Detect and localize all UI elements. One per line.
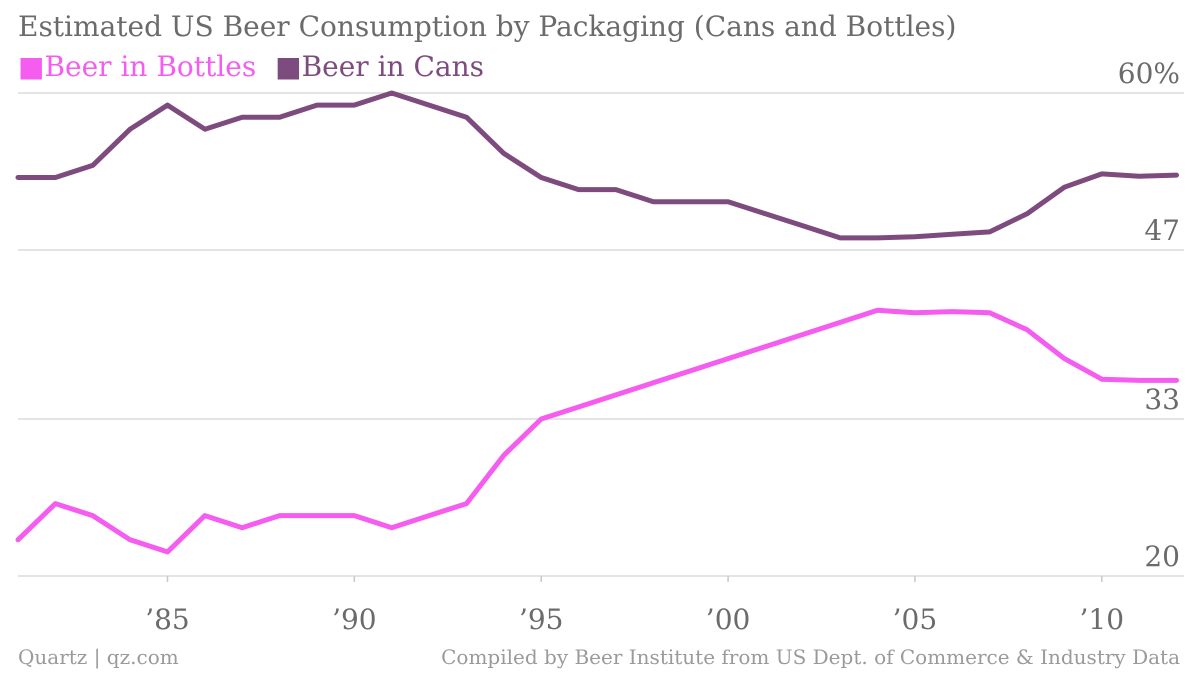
data-point — [613, 392, 618, 397]
data-point — [165, 103, 170, 108]
x-tick-label: ’10 — [1079, 603, 1125, 636]
data-point — [539, 175, 544, 180]
data-point — [539, 417, 544, 422]
x-tick-label: ’90 — [332, 603, 377, 636]
footer-source-right: Compiled by Beer Institute from US Dept.… — [441, 645, 1180, 669]
series-line-bottles — [15, 307, 1179, 555]
data-point — [726, 199, 731, 204]
data-point — [838, 235, 843, 240]
data-point — [165, 549, 170, 554]
data-point — [763, 344, 768, 349]
data-point — [651, 380, 656, 385]
y-tick-label: 33 — [1144, 383, 1180, 417]
data-point — [464, 501, 469, 506]
data-point — [389, 525, 394, 530]
data-point — [987, 310, 992, 315]
data-point — [950, 309, 955, 314]
legend-label-cans: Beer in Cans — [301, 50, 484, 83]
data-point — [202, 513, 207, 518]
data-point — [800, 223, 805, 228]
data-point — [501, 151, 506, 156]
y-tick-label: 47 — [1144, 213, 1180, 247]
data-point — [1174, 173, 1179, 178]
data-point — [688, 368, 693, 373]
data-point — [688, 199, 693, 204]
data-point — [726, 356, 731, 361]
data-point — [912, 234, 917, 239]
data-point — [1062, 185, 1067, 190]
data-point — [240, 115, 245, 120]
data-point — [53, 175, 58, 180]
data-point — [1137, 174, 1142, 179]
data-point — [389, 91, 394, 96]
data-point — [314, 513, 319, 518]
data-point — [875, 235, 880, 240]
data-point — [950, 232, 955, 237]
x-tick-label: ’00 — [705, 603, 751, 636]
series-line-cans — [15, 90, 1179, 241]
legend-swatch-cans: ■ — [275, 50, 302, 83]
data-point — [277, 115, 282, 120]
data-point — [314, 103, 319, 108]
data-point — [1025, 211, 1030, 216]
chart-legend: ■Beer in Bottles ■Beer in Cans — [18, 50, 494, 83]
x-tick-label: ’95 — [518, 603, 564, 636]
legend-item-cans: ■Beer in Cans — [275, 50, 484, 83]
data-point — [1099, 377, 1104, 382]
legend-swatch-bottles: ■ — [18, 50, 45, 83]
x-tick-label: ’05 — [892, 603, 938, 636]
data-point — [202, 127, 207, 132]
data-point — [800, 332, 805, 337]
data-point — [90, 513, 95, 518]
data-point — [875, 308, 880, 313]
legend-item-bottles: ■Beer in Bottles — [18, 50, 265, 83]
x-tick-label: ’85 — [145, 603, 190, 636]
data-point — [838, 320, 843, 325]
data-point — [912, 310, 917, 315]
data-point — [1025, 327, 1030, 332]
data-point — [1062, 356, 1067, 361]
y-tick-label: 20 — [1144, 540, 1180, 573]
footer-source-left: Quartz | qz.com — [18, 645, 179, 669]
data-point — [613, 187, 618, 192]
data-point — [464, 115, 469, 120]
y-tick-label: 60% — [1117, 57, 1180, 90]
legend-label-bottles: Beer in Bottles — [44, 50, 257, 83]
data-point — [240, 525, 245, 530]
data-point — [651, 199, 656, 204]
data-point — [16, 175, 21, 180]
data-point — [576, 404, 581, 409]
data-point — [427, 513, 432, 518]
data-point — [352, 513, 357, 518]
data-point — [53, 501, 58, 506]
data-point — [128, 537, 133, 542]
data-point — [128, 127, 133, 132]
data-point — [763, 211, 768, 216]
data-point — [1137, 378, 1142, 383]
data-point — [501, 453, 506, 458]
data-point — [352, 103, 357, 108]
chart-title: Estimated US Beer Consumption by Packagi… — [18, 10, 957, 43]
data-point — [987, 229, 992, 234]
data-point — [576, 187, 581, 192]
data-point — [16, 537, 21, 542]
data-point — [90, 163, 95, 168]
data-point — [1099, 171, 1104, 176]
data-point — [427, 103, 432, 108]
data-point — [277, 513, 282, 518]
